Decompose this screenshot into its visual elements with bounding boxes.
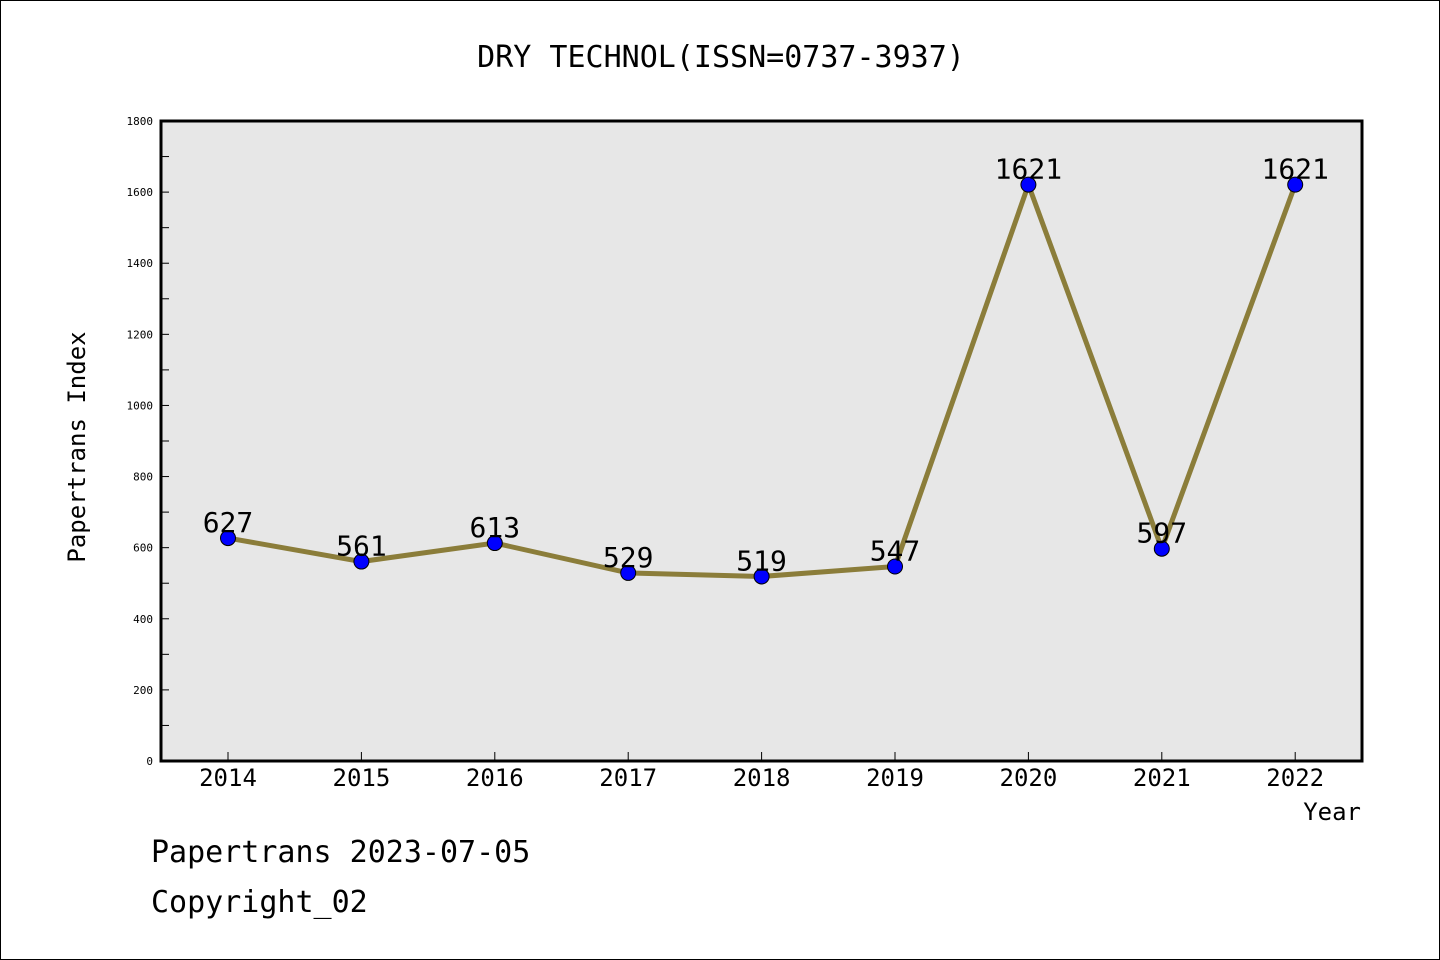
- y-tick-label: 1800: [127, 115, 154, 128]
- x-tick-label: 2019: [866, 764, 924, 792]
- y-tick-label: 400: [133, 613, 153, 626]
- y-tick-label: 1000: [127, 399, 154, 412]
- y-tick-label: 200: [133, 684, 153, 697]
- x-tick-label: 2016: [466, 764, 524, 792]
- y-tick-labels: 0 200 400 600 800 1000 1200 1400 1600 1800: [127, 115, 154, 768]
- y-tick-label: 600: [133, 542, 153, 555]
- data-label: 1621: [1261, 153, 1328, 186]
- data-point: [220, 530, 236, 547]
- x-tick-labels: 2014 2015 2016 2017 2018 2019 2020 2021 2022: [199, 764, 1324, 792]
- data-point: [486, 535, 503, 552]
- data-point: [753, 568, 770, 585]
- y-tick-label: 1400: [127, 257, 154, 270]
- data-label: 561: [336, 530, 387, 563]
- x-tick-label: 2014: [199, 764, 257, 792]
- x-tick-label: 2018: [733, 764, 791, 792]
- source-footer: Papertrans 2023-07-05: [151, 835, 531, 870]
- chart-title: DRY TECHNOL(ISSN=0737-3937): [477, 40, 965, 75]
- plot-border: [159, 119, 1364, 763]
- data-point: [353, 553, 370, 570]
- y-tick-label: 0: [146, 755, 153, 768]
- data-points: [220, 176, 1304, 585]
- copyright-footer: Copyright_02: [151, 885, 368, 920]
- data-label: 627: [203, 506, 254, 539]
- data-label: 519: [736, 544, 787, 577]
- x-tick-label: 2022: [1266, 764, 1324, 792]
- data-point: [620, 564, 637, 581]
- x-tick-label: 2021: [1133, 764, 1191, 792]
- data-point: [1153, 540, 1170, 557]
- y-tick-label: 800: [133, 471, 153, 484]
- data-labels: 627 561 613 529 519 547 1621 597 1621: [203, 153, 1329, 578]
- data-label: 1621: [995, 153, 1062, 186]
- data-point: [1287, 176, 1304, 193]
- data-label: 529: [603, 541, 654, 574]
- y-tick-label: 1600: [127, 186, 154, 199]
- y-tick-label: 1200: [127, 328, 154, 341]
- x-tick-label: 2015: [333, 764, 391, 792]
- x-axis-label: Year: [1303, 798, 1361, 826]
- plot-area: [161, 121, 1362, 761]
- x-tick-label: 2017: [599, 764, 657, 792]
- data-label: 613: [470, 511, 521, 544]
- y-axis-label: Papertrans Index: [63, 331, 91, 562]
- data-label: 547: [870, 535, 921, 568]
- x-tick-label: 2020: [1000, 764, 1058, 792]
- data-point: [887, 558, 903, 575]
- data-label: 597: [1137, 517, 1188, 550]
- data-point: [1020, 176, 1037, 193]
